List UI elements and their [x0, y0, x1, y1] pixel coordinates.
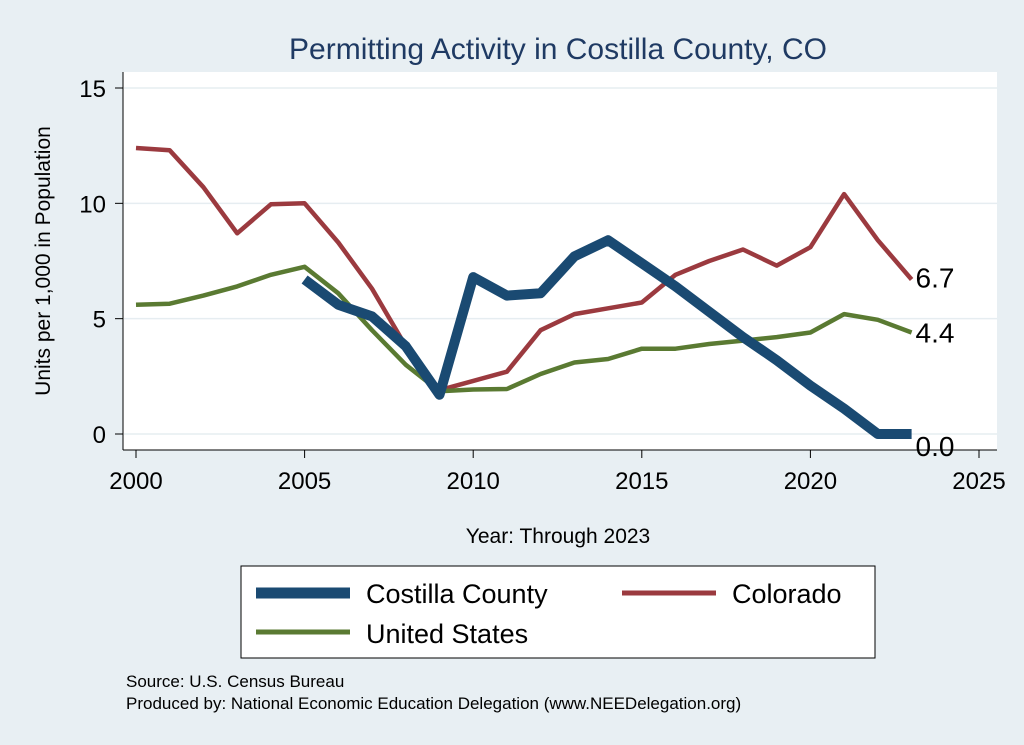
y-tick-label-0: 0 [93, 422, 106, 449]
x-tick-label-2025: 2025 [952, 468, 1005, 495]
series-line-united-states [135, 264, 913, 394]
y-tick-label-5: 5 [93, 307, 106, 334]
x-tick-label-2000: 2000 [109, 468, 162, 495]
end-label-united-states: 4.4 [916, 318, 955, 349]
series-lines [135, 145, 914, 439]
legend-label-colorado: Colorado [732, 579, 842, 609]
y-axis-ticks: 0 5 10 15 [79, 76, 123, 449]
y-axis-title: Units per 1,000 in Population [32, 126, 55, 396]
legend-box [240, 565, 876, 659]
chart-title: Permitting Activity in Costilla County, … [289, 33, 827, 66]
x-tick-label-2005: 2005 [278, 468, 331, 495]
x-tick-label-2010: 2010 [447, 468, 500, 495]
end-label-costilla-county: 0.0 [916, 431, 955, 462]
y-tick-label-10: 10 [79, 191, 106, 218]
legend-label-costilla-county: Costilla County [366, 579, 548, 609]
series-line-costilla-county [301, 235, 912, 439]
end-label-colorado: 6.7 [916, 262, 955, 293]
source-note: Source: U.S. Census Bureau [126, 672, 344, 691]
x-axis-title: Year: Through 2023 [466, 525, 651, 548]
plot-area [123, 72, 997, 450]
series-line-colorado [135, 145, 914, 393]
x-tick-label-2015: 2015 [615, 468, 668, 495]
legend-label-united-states: United States [366, 619, 528, 649]
produced-by-note: Produced by: National Economic Education… [126, 694, 741, 713]
end-labels: 0.0 6.7 4.4 [916, 262, 955, 462]
x-tick-label-2020: 2020 [784, 468, 837, 495]
y-tick-label-15: 15 [79, 76, 106, 103]
x-axis-ticks: 2000 2005 2010 2015 2020 2025 [109, 450, 1006, 495]
